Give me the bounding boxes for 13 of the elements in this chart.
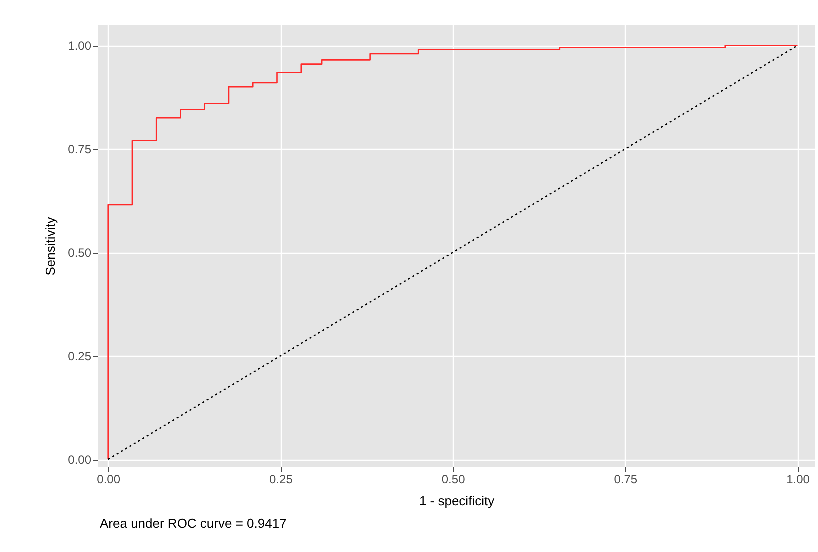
y-tick-label: 0.50 bbox=[68, 246, 92, 260]
x-tick-label: 0.75 bbox=[614, 472, 638, 486]
y-tick-label: 0.75 bbox=[68, 142, 92, 157]
x-tick-label: 0.50 bbox=[442, 472, 466, 486]
x-tick-label: 1.00 bbox=[786, 472, 810, 486]
y-tick-label: 0.00 bbox=[68, 453, 92, 468]
x-tick-label: 0.25 bbox=[270, 472, 294, 486]
y-tick-label: 0.25 bbox=[68, 350, 92, 364]
x-axis-title: 1 - specificity bbox=[419, 494, 496, 508]
text: Area under ROC curve = 0.9417 bbox=[100, 516, 287, 531]
x-tick-label: 0.00 bbox=[97, 472, 121, 486]
y-axis-title: Sensitivity bbox=[43, 216, 58, 276]
y-tick-label: 1.00 bbox=[68, 39, 92, 54]
